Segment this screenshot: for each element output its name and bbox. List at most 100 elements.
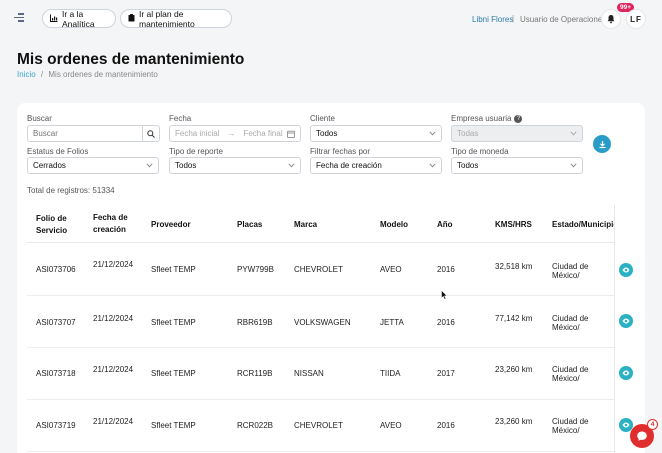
cell-anio: 2016 — [437, 421, 455, 430]
date-end[interactable]: Fecha final — [243, 129, 283, 138]
download-icon — [599, 140, 605, 148]
cell-modelo: TIIDA — [380, 369, 401, 378]
notifications-badge: 99+ — [617, 3, 635, 12]
cell-estado: Ciudad de México/ — [552, 417, 589, 435]
table-column-divider — [614, 205, 615, 453]
header-folio[interactable]: Folio de Servicio — [36, 214, 68, 235]
empresa-value: Todas — [457, 129, 479, 138]
cell-kms: 32,518 km — [495, 262, 533, 271]
table-row[interactable]: ASI073719 21/12/2024 Sfleet TEMP RCR022B… — [27, 400, 615, 452]
cell-proveedor: Sfleet TEMP — [151, 369, 196, 378]
eye-icon — [622, 318, 630, 324]
cell-placas: RCR022B — [237, 421, 274, 430]
cliente-select[interactable]: Todos — [310, 125, 442, 142]
chevron-down-icon — [145, 162, 153, 170]
moneda-select[interactable]: Todos — [451, 157, 583, 174]
search-input[interactable] — [33, 129, 137, 138]
eye-icon — [622, 422, 630, 428]
header-modelo[interactable]: Modelo — [380, 220, 408, 229]
download-button[interactable] — [593, 135, 611, 153]
search-label: Buscar — [27, 114, 52, 123]
bell-icon — [607, 15, 615, 24]
header-estado[interactable]: Estado/Municipio — [552, 220, 615, 229]
chevron-down-icon — [287, 162, 295, 170]
avatar[interactable]: LF — [626, 9, 646, 29]
cell-marca: CHEVROLET — [294, 265, 343, 274]
search-button[interactable] — [143, 125, 160, 142]
cell-placas: RBR619B — [237, 318, 273, 327]
page-title: Mis ordenes de mantenimiento — [17, 51, 245, 68]
cell-folio: ASI073719 — [36, 421, 76, 430]
header-placas[interactable]: Placas — [237, 220, 263, 229]
cell-estado: Ciudad de México/ — [552, 314, 589, 332]
search-icon — [147, 129, 155, 138]
orders-table: Folio de Servicio Fecha de creación Provee… — [27, 205, 615, 453]
cell-kms: 23,260 km — [495, 365, 533, 374]
estatus-value: Cerrados — [33, 161, 66, 170]
maintenance-plan-button[interactable]: Ir al plan de mantenimiento — [120, 9, 232, 29]
chevron-down-icon — [428, 162, 436, 170]
breadcrumb-current: Mis ordenes de mantenimiento — [48, 70, 158, 79]
analytics-button-label: Ir a la Analítica — [62, 8, 95, 29]
cell-kms: 77,142 km — [495, 314, 533, 323]
cell-marca: CHEVROLET — [294, 421, 343, 430]
chevron-down-icon — [569, 130, 577, 138]
date-start[interactable]: Fecha inicial — [175, 129, 220, 138]
help-icon[interactable]: ? — [514, 114, 523, 123]
header-marca[interactable]: Marca — [294, 220, 318, 229]
filtrar-fechas-value: Fecha de creación — [316, 161, 382, 170]
table-row[interactable]: ASI073718 21/12/2024 Sfleet TEMP RCR119B… — [27, 348, 615, 400]
breadcrumb-home[interactable]: Inicio — [17, 70, 36, 79]
cell-placas: PYW799B — [237, 265, 274, 274]
cell-anio: 2016 — [437, 318, 455, 327]
notifications-button[interactable] — [601, 9, 621, 29]
cell-anio: 2016 — [437, 265, 455, 274]
cliente-label: Cliente — [310, 114, 335, 123]
date-range-field[interactable]: Fecha inicial → Fecha final — [169, 125, 301, 142]
cell-folio: ASI073718 — [36, 369, 76, 378]
eye-icon — [622, 370, 630, 376]
chart-icon — [50, 14, 58, 24]
estatus-select[interactable]: Cerrados — [27, 157, 159, 174]
cell-folio: ASI073706 — [36, 265, 76, 274]
search-field[interactable] — [27, 125, 143, 142]
empresa-label: Empresa usuaria? — [451, 114, 523, 123]
user-name[interactable]: Libni Flores — [472, 15, 514, 24]
cell-estado: Ciudad de México/ — [552, 262, 589, 280]
mouse-cursor-icon — [441, 290, 448, 300]
tipo-reporte-select[interactable]: Todos — [169, 157, 301, 174]
table-row[interactable]: ASI073706 21/12/2024 Sfleet TEMP PYW799B… — [27, 244, 615, 296]
cell-folio: ASI073707 — [36, 318, 76, 327]
view-order-button[interactable] — [619, 263, 633, 277]
cell-estado: Ciudad de México/ — [552, 365, 589, 383]
view-order-button[interactable] — [619, 314, 633, 328]
chat-badge: 4 — [647, 419, 658, 430]
cell-marca: NISSAN — [294, 369, 324, 378]
user-role: Usuario de Operaciones — [520, 15, 607, 24]
header-fecha[interactable]: Fecha de creación — [93, 213, 128, 234]
tipo-reporte-label: Tipo de reporte — [169, 147, 223, 156]
view-order-button[interactable] — [619, 418, 633, 432]
analytics-button[interactable]: Ir a la Analítica — [42, 8, 116, 29]
menu-toggle-icon[interactable] — [14, 13, 24, 23]
cliente-value: Todos — [316, 129, 338, 138]
moneda-value: Todos — [457, 161, 479, 170]
header-kms[interactable]: KMS/HRS — [495, 220, 532, 229]
moneda-label: Tipo de moneda — [451, 147, 509, 156]
cell-fecha: 21/12/2024 — [93, 417, 134, 426]
cell-placas: RCR119B — [237, 369, 273, 378]
fecha-label: Fecha — [169, 114, 192, 123]
view-order-button[interactable] — [619, 366, 633, 380]
cell-fecha: 21/12/2024 — [93, 260, 134, 269]
header-anio[interactable]: Año — [437, 220, 453, 229]
chat-bubble-icon — [637, 431, 647, 441]
cell-proveedor: Sfleet TEMP — [151, 318, 196, 327]
cell-kms: 23,260 km — [495, 417, 533, 426]
calendar-icon — [287, 130, 295, 138]
filtrar-fechas-select[interactable]: Fecha de creación — [310, 157, 442, 174]
tipo-reporte-value: Todos — [175, 161, 197, 170]
user-separator: | — [512, 14, 515, 23]
cell-marca: VOLKSWAGEN — [294, 318, 351, 327]
header-proveedor[interactable]: Proveedor — [151, 220, 191, 229]
table-row[interactable]: ASI073707 21/12/2024 Sfleet TEMP RBR619B… — [27, 296, 615, 348]
